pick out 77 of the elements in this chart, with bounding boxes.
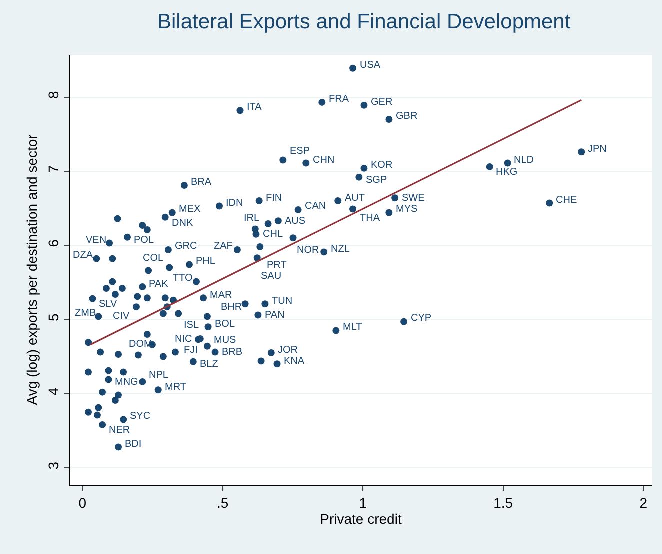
data-label: ITA (247, 102, 262, 113)
data-label: ISL (184, 320, 200, 331)
data-label: VEN (86, 235, 107, 246)
data-label: GBR (396, 111, 418, 122)
data-label: IDN (226, 198, 244, 209)
data-label: MYS (396, 204, 418, 215)
data-label: CYP (411, 313, 432, 324)
data-label: MNG (115, 377, 139, 388)
data-label: BDI (125, 439, 142, 450)
data-label: KNA (284, 356, 305, 367)
data-label: PRT (267, 260, 287, 271)
data-label: JPN (588, 144, 607, 155)
data-label: BHR (221, 302, 242, 313)
data-label: MAR (210, 290, 232, 301)
data-label: DNK (172, 218, 194, 229)
data-label: FJI (184, 345, 198, 356)
data-label: CHN (313, 155, 335, 166)
data-label: MLT (343, 322, 362, 333)
y-tick-label: 7 (45, 165, 62, 174)
data-label: FIN (266, 193, 282, 204)
data-label: NLD (514, 155, 534, 166)
chart-title: Bilateral Exports and Financial Development (157, 10, 571, 34)
y-axis-title: Avg (log) exports per destination and sector (24, 134, 40, 406)
data-label: SWE (402, 193, 426, 204)
data-label: MRT (165, 382, 186, 393)
data-label: NOR (297, 245, 320, 256)
data-label: BLZ (200, 359, 218, 370)
data-label: USA (360, 60, 381, 71)
data-label: ZMB (75, 308, 96, 319)
data-label: CHE (556, 195, 578, 206)
y-tick-label: 4 (45, 388, 62, 396)
data-label: SYC (130, 411, 151, 422)
data-label: CAN (305, 201, 326, 212)
data-label: AUS (285, 216, 306, 227)
data-label: BRB (222, 347, 243, 358)
data-label: SAU (261, 271, 282, 282)
data-label: GRC (175, 241, 198, 252)
data-label: CHL (263, 229, 284, 240)
data-label: PAK (149, 279, 169, 290)
data-label: BOL (215, 319, 236, 330)
data-label: KOR (371, 160, 393, 171)
data-label: FRA (329, 94, 350, 105)
data-label: TUN (272, 296, 293, 307)
data-label: MEX (179, 204, 201, 215)
y-tick-label: 6 (45, 239, 62, 248)
x-axis-title: Private credit (320, 511, 402, 528)
data-label: NER (109, 425, 130, 436)
data-label: NIC (175, 334, 192, 345)
y-tick-label: 8 (45, 91, 62, 100)
data-label: MUS (214, 335, 237, 346)
data-label: PAN (265, 310, 285, 321)
data-label: AUT (345, 193, 365, 204)
x-tick-label: 2 (640, 494, 648, 511)
data-label: CIV (113, 311, 130, 322)
data-label: POL (134, 235, 154, 246)
data-label: NZL (331, 244, 350, 255)
data-label: IRL (244, 213, 260, 224)
data-label: THA (360, 213, 380, 224)
data-label: PHL (196, 256, 216, 267)
x-tick-label: 1 (359, 494, 368, 511)
data-label: HKG (496, 167, 518, 178)
data-label: BRA (191, 177, 212, 188)
y-tick-label: 3 (45, 462, 62, 470)
data-label: SGP (366, 175, 388, 186)
data-label: NPL (149, 370, 169, 381)
data-label: DZA (73, 250, 94, 261)
data-label: ZAF (214, 241, 233, 252)
data-label: COL (143, 253, 164, 264)
data-label: GER (371, 97, 393, 108)
x-tick-label: 1.5 (494, 494, 514, 511)
data-label: SLV (99, 299, 118, 310)
data-label: ESP (290, 146, 310, 157)
y-tick-label: 5 (45, 313, 62, 322)
data-label: JOR (278, 345, 298, 356)
x-tick-label: .5 (217, 494, 229, 511)
data-label: TTO (173, 273, 194, 284)
x-tick-label: 0 (78, 494, 87, 511)
